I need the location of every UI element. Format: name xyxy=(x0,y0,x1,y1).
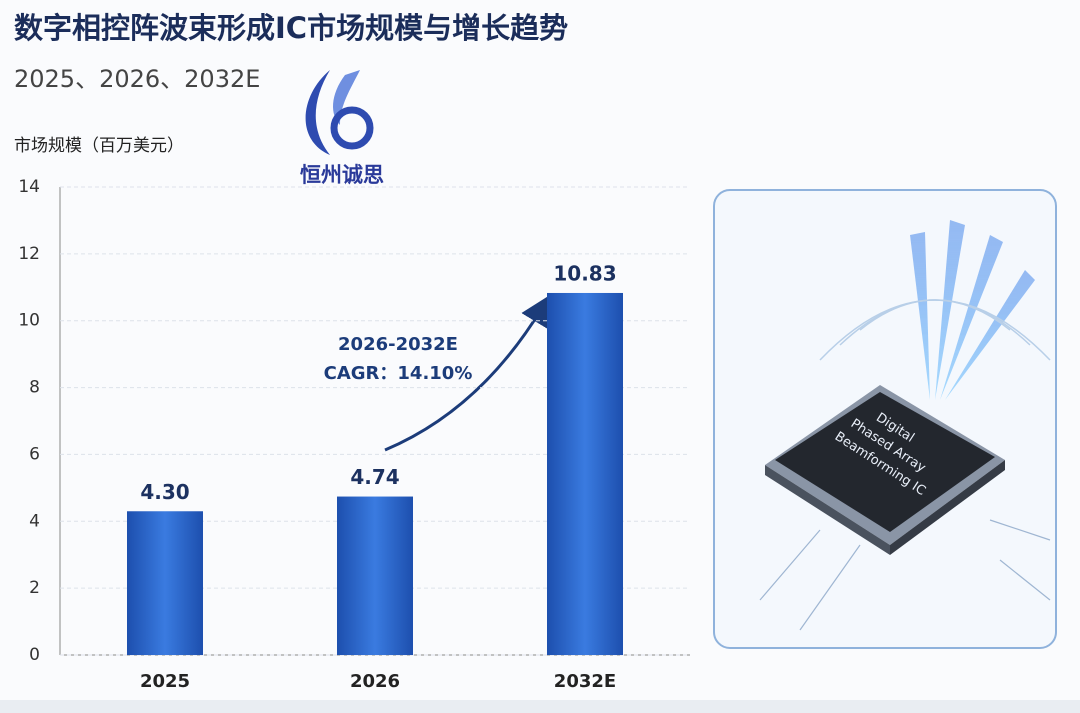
annotation: CAGR：14.10% xyxy=(324,363,473,384)
y-tick-label: 4 xyxy=(29,511,40,531)
logo-text: 恒州诚思 xyxy=(300,163,384,187)
x-tick-label: 2025 xyxy=(140,671,190,692)
x-tick-label: 2032E xyxy=(554,671,616,692)
y-tick-label: 12 xyxy=(18,244,40,264)
illustration: Digital Phased Array Beamforming IC xyxy=(713,189,1057,649)
x-tick-label: 2026 xyxy=(350,671,400,692)
bar xyxy=(337,496,413,655)
y-axis-label: 市场规模（百万美元） xyxy=(14,136,184,156)
value-label: 4.74 xyxy=(350,465,399,489)
y-tick-label: 0 xyxy=(29,645,40,665)
value-label: 10.83 xyxy=(553,261,616,285)
y-tick-label: 6 xyxy=(29,444,40,464)
value-label: 4.30 xyxy=(140,480,189,504)
chart-subtitle: 2025、2026、2032E xyxy=(14,65,260,93)
growth-arrow xyxy=(384,295,550,452)
y-tick-label: 8 xyxy=(29,378,40,398)
y-tick-label: 10 xyxy=(18,311,40,331)
bar xyxy=(127,511,203,655)
y-tick-label: 14 xyxy=(18,177,40,197)
chart-title: 数字相控阵波束形成IC市场规模与增长趋势 xyxy=(14,11,568,45)
bottom-strip xyxy=(0,700,1080,713)
logo: 恒州诚思 xyxy=(300,70,384,187)
bar xyxy=(547,292,623,655)
annotation: 2026-2032E xyxy=(338,334,458,355)
y-tick-label: 2 xyxy=(29,578,40,598)
